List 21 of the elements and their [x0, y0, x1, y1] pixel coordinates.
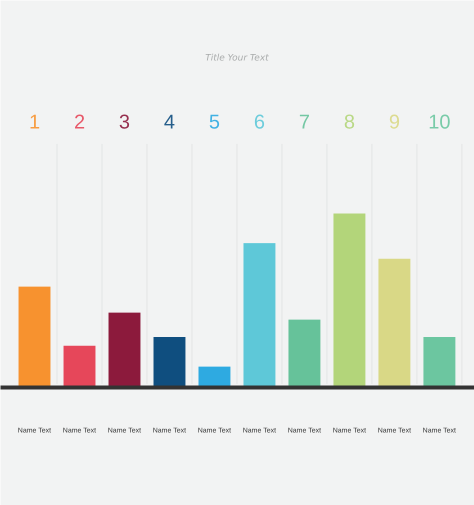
bar [423, 337, 456, 388]
x-tick-label: 1 [28, 111, 40, 134]
bar [64, 346, 96, 388]
x-tick-label: 9 [388, 111, 400, 134]
bar [243, 243, 276, 388]
chart-title: Title Your Text [205, 54, 270, 64]
bar [18, 286, 50, 388]
x-tick-label: 2 [74, 111, 86, 134]
bar [154, 337, 186, 388]
x-tick-label: 5 [208, 111, 220, 134]
bar [198, 366, 230, 388]
x-tick-label: 3 [118, 111, 130, 134]
bar [108, 312, 140, 388]
x-tick-label: 4 [164, 111, 176, 134]
bar [333, 213, 366, 388]
x-tick-label: 7 [298, 111, 310, 134]
bar [378, 258, 410, 388]
bar [288, 320, 320, 388]
x-tick-label: 10 [428, 111, 451, 134]
x-tick-label: 8 [344, 111, 355, 134]
x-tick-label: 6 [254, 111, 266, 134]
